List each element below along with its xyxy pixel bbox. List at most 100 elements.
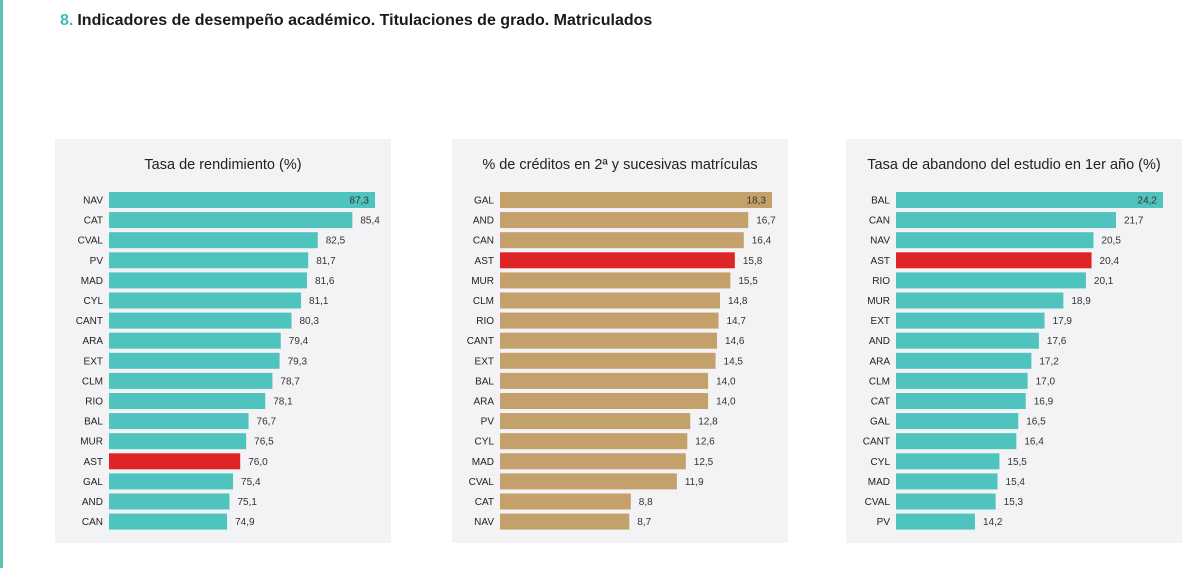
bar bbox=[109, 212, 353, 229]
bar bbox=[500, 212, 749, 229]
value-label: 16,4 bbox=[1024, 437, 1044, 448]
bar-row-pv: PV 81,7 bbox=[90, 252, 336, 269]
bar bbox=[109, 292, 302, 309]
bar-row-cyl: CYL 15,5 bbox=[871, 453, 1027, 470]
value-label: 81,7 bbox=[316, 256, 336, 267]
bar-row-rio: RIO 78,1 bbox=[85, 393, 293, 409]
page-title: 8. Indicadores de desempeño académico. Ti… bbox=[60, 12, 652, 30]
value-label: 75,1 bbox=[237, 497, 257, 508]
bar bbox=[500, 332, 718, 349]
value-label: 79,3 bbox=[288, 356, 308, 367]
value-label: 20,4 bbox=[1100, 256, 1120, 267]
category-label: PV bbox=[877, 517, 891, 528]
bar bbox=[109, 192, 375, 208]
category-label: MUR bbox=[867, 296, 890, 307]
category-label: MAD bbox=[472, 457, 494, 468]
value-label: 17,0 bbox=[1036, 376, 1056, 387]
bar bbox=[500, 413, 691, 430]
bar bbox=[109, 473, 234, 490]
value-label: 11,9 bbox=[685, 477, 704, 488]
value-label: 12,8 bbox=[698, 417, 718, 428]
chart-title: % de créditos en 2ª y sucesivas matrícul… bbox=[482, 157, 758, 173]
bar-row-rio: RIO 14,7 bbox=[476, 312, 746, 329]
bar bbox=[500, 473, 677, 490]
value-label: 87,3 bbox=[350, 196, 370, 207]
value-label: 14,7 bbox=[726, 316, 746, 327]
bar-row-bal: BAL 76,7 bbox=[84, 413, 276, 430]
category-label: CAT bbox=[84, 216, 103, 227]
bar-row-can: CAN 21,7 bbox=[869, 212, 1144, 229]
accent-line bbox=[0, 0, 3, 568]
bar-row-mur: MUR 76,5 bbox=[80, 433, 274, 450]
bar bbox=[896, 453, 1000, 470]
bar-row-clm: CLM 78,7 bbox=[82, 372, 300, 389]
bar bbox=[500, 292, 720, 309]
value-label: 14,6 bbox=[725, 336, 745, 347]
value-label: 24,2 bbox=[1138, 196, 1158, 207]
bar-highlight bbox=[500, 252, 735, 269]
chart-panel-abandono: Tasa de abandono del estudio en 1er año … bbox=[846, 139, 1182, 543]
bar bbox=[109, 433, 247, 450]
bar bbox=[500, 232, 744, 249]
bar-row-mad: MAD 81,6 bbox=[81, 272, 335, 289]
bar-row-ara: ARA 79,4 bbox=[82, 332, 309, 349]
bar-row-ext: EXT 79,3 bbox=[84, 352, 308, 369]
bar bbox=[896, 473, 998, 490]
bar bbox=[896, 232, 1094, 249]
category-label: RIO bbox=[872, 276, 890, 287]
bar-chart-abandono: BAL 24,2 CAN 21,7 NAV 20,5 AST 20,4 RIO 20,1 MUR 18… bbox=[863, 192, 1163, 530]
bar-row-pv: PV 12,8 bbox=[481, 413, 718, 430]
bar-chart-rendimiento: NAV 87,3 CAT 85,4 CVAL 82,5 PV 81,7 MAD 81,6 CYL 81… bbox=[76, 192, 380, 530]
bar bbox=[109, 493, 230, 510]
bar-row-cval: CVAL 15,3 bbox=[865, 493, 1024, 510]
value-label: 14,5 bbox=[724, 356, 744, 367]
bar-highlight bbox=[109, 453, 241, 470]
bar-row-cyl: CYL 12,6 bbox=[475, 433, 715, 450]
category-label: EXT bbox=[871, 316, 890, 327]
bar-row-can: CAN 74,9 bbox=[82, 513, 255, 530]
category-label: MUR bbox=[80, 437, 103, 448]
bar-row-clm: CLM 14,8 bbox=[473, 292, 748, 309]
value-label: 14,0 bbox=[716, 397, 736, 408]
bar bbox=[500, 513, 630, 530]
value-label: 74,9 bbox=[235, 517, 255, 528]
category-label: CAN bbox=[869, 216, 890, 227]
bar-row-nav: NAV 20,5 bbox=[870, 232, 1121, 249]
bar-row-can: CAN 16,4 bbox=[473, 232, 772, 249]
bar bbox=[109, 413, 249, 430]
bar bbox=[109, 232, 318, 249]
value-label: 81,6 bbox=[315, 276, 335, 287]
value-label: 8,7 bbox=[637, 517, 651, 528]
bar-row-rio: RIO 20,1 bbox=[872, 272, 1114, 289]
bar bbox=[896, 513, 975, 530]
bar bbox=[896, 312, 1045, 329]
bar bbox=[109, 332, 281, 349]
chart-panel-rendimiento: Tasa de rendimiento (%) NAV 87,3 CAT 85,4 CV… bbox=[55, 139, 391, 543]
bar-row-ara: ARA 17,2 bbox=[869, 352, 1059, 369]
value-label: 85,4 bbox=[360, 216, 380, 227]
category-label: AND bbox=[82, 497, 103, 508]
value-label: 12,5 bbox=[694, 457, 714, 468]
category-label: MUR bbox=[471, 276, 494, 287]
category-label: AND bbox=[869, 336, 890, 347]
category-label: CVAL bbox=[865, 497, 891, 508]
category-label: ARA bbox=[82, 336, 103, 347]
category-label: CAT bbox=[475, 497, 494, 508]
bar-row-bal: BAL 14,0 bbox=[475, 372, 736, 389]
bar bbox=[896, 433, 1017, 450]
bar bbox=[109, 513, 228, 530]
category-label: PV bbox=[90, 256, 104, 267]
section-title: Indicadores de desempeño académico. Titu… bbox=[77, 12, 653, 29]
bar bbox=[109, 372, 273, 389]
category-label: AST bbox=[475, 256, 494, 267]
bar bbox=[896, 372, 1028, 389]
category-label: BAL bbox=[475, 376, 494, 387]
value-label: 17,2 bbox=[1039, 356, 1059, 367]
value-label: 76,5 bbox=[254, 437, 274, 448]
category-label: CAN bbox=[473, 236, 494, 247]
bar-row-cat: CAT 8,8 bbox=[475, 493, 653, 510]
bar bbox=[896, 192, 1163, 208]
category-label: NAV bbox=[870, 236, 890, 247]
value-label: 80,3 bbox=[300, 316, 320, 327]
bar-row-mad: MAD 15,4 bbox=[868, 473, 1025, 490]
